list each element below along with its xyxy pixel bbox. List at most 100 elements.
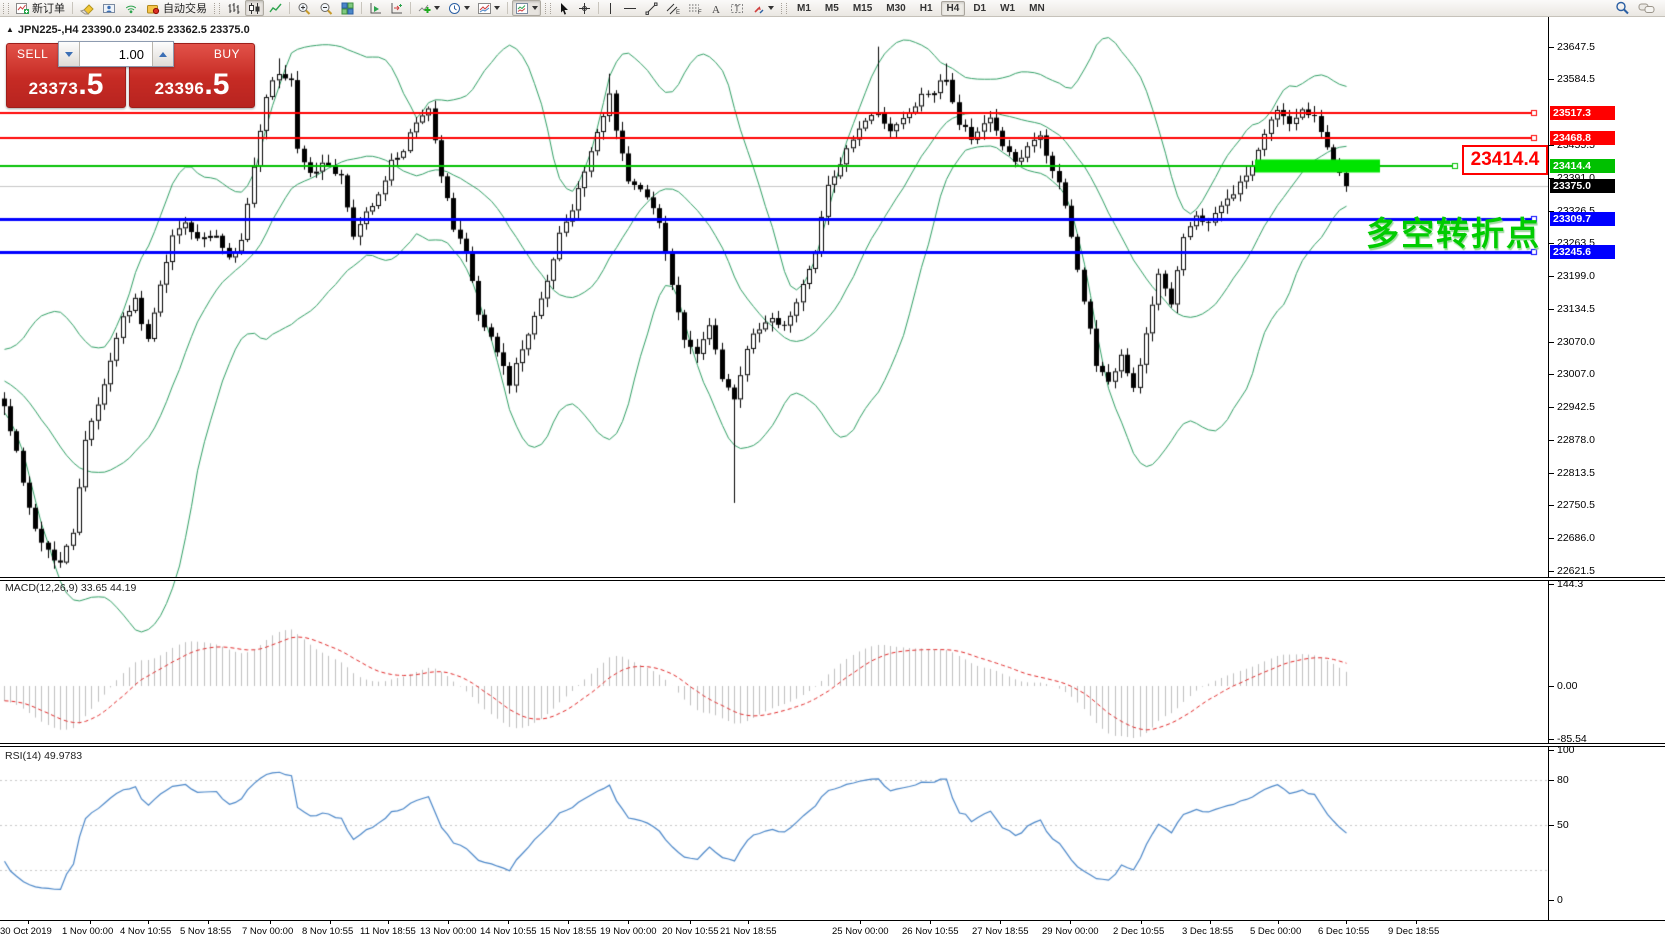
pane-separator-macd[interactable] [0, 577, 1665, 581]
pane-separator-rsi[interactable] [0, 743, 1665, 747]
bar-chart-button[interactable] [224, 0, 243, 16]
time-axis-label: 13 Nov 00:00 [420, 926, 477, 937]
price-axis-label: 22813.5 [1549, 467, 1665, 479]
toolbar-separator [289, 2, 290, 14]
fibonacci-button[interactable]: F [685, 0, 705, 16]
vertical-line-button[interactable] [603, 0, 618, 16]
toolbar-grip[interactable] [781, 2, 787, 14]
symbol-ohlc-text: JPN225-,H4 23390.0 23402.5 23362.5 23375… [17, 24, 250, 36]
time-axis-label: 15 Nov 18:55 [540, 926, 597, 937]
toolbar-grip[interactable] [3, 2, 9, 14]
bar-chart-icon [227, 2, 240, 15]
periods-button[interactable] [445, 0, 473, 16]
toolbar-grip[interactable] [545, 2, 551, 14]
price-axis-label: 23070.0 [1549, 336, 1665, 348]
auto-scroll-button[interactable] [366, 0, 385, 16]
timeframe-w1[interactable]: W1 [1000, 2, 1016, 14]
tile-windows-button[interactable] [338, 0, 357, 16]
time-tick [330, 921, 331, 924]
timeframe-m1[interactable]: M1 [797, 2, 811, 14]
text-label-button[interactable]: T [727, 0, 747, 16]
turning-point-annotation[interactable]: 多空转折点 [1366, 215, 1541, 252]
vertical-line-icon [606, 2, 615, 15]
volume-decrease-button[interactable] [59, 42, 80, 66]
svg-text:A: A [712, 4, 720, 15]
volume-increase-button[interactable] [152, 42, 173, 66]
candlestick-chart-icon [248, 2, 261, 15]
time-tick [860, 921, 861, 924]
toolbar-separator [72, 2, 73, 14]
volume-box [58, 41, 174, 67]
crosshair-icon [578, 2, 591, 15]
toolbar-separator [361, 2, 362, 14]
timeframe-m30[interactable]: M30 [886, 2, 906, 14]
triangle-down-icon [65, 51, 73, 57]
price-axis-label: 22621.5 [1549, 565, 1665, 577]
arrows-button[interactable] [749, 0, 777, 16]
rsi-axis-label: 50 [1549, 819, 1665, 831]
rsi-axis-label: 100 [1549, 744, 1665, 756]
search-button[interactable] [1612, 0, 1633, 16]
time-axis-label: 19 Nov 00:00 [600, 926, 657, 937]
svg-text:T: T [735, 4, 740, 13]
template-icon [478, 2, 491, 15]
buy-label: BUY [213, 47, 240, 61]
time-axis-label: 29 Nov 00:00 [1042, 926, 1099, 937]
volume-input[interactable] [80, 42, 152, 66]
crosshair-button[interactable] [575, 0, 594, 16]
collapse-arrow-icon[interactable]: ▲ [6, 25, 14, 34]
price-axis-label: 22750.5 [1549, 499, 1665, 511]
tile-windows-icon [341, 2, 354, 15]
line-chart-button[interactable] [266, 0, 285, 16]
time-axis[interactable]: 30 Oct 2019 1 Nov 00:00 4 Nov 10:55 5 Nov 1… [0, 920, 1665, 942]
timeframe-h4[interactable]: H4 [940, 0, 966, 16]
sell-price: 23373.5 [7, 68, 125, 102]
autotrade-button[interactable]: 自动交易 [143, 0, 210, 16]
equidistant-channel-button[interactable]: E [663, 0, 683, 16]
time-tick [388, 921, 389, 924]
profile-button[interactable] [99, 0, 119, 16]
time-tick [1278, 921, 1279, 924]
timeframe-m15[interactable]: M15 [852, 2, 873, 14]
price-axis[interactable]: 23647.523584.523455.523391.023326.523263… [1548, 17, 1665, 920]
time-tick [148, 921, 149, 924]
timeframe-d1[interactable]: D1 [973, 2, 987, 14]
dropdown-caret [434, 6, 440, 10]
timeframe-m5[interactable]: M5 [824, 2, 839, 14]
rsi-indicator-label: RSI(14) 49.9783 [5, 750, 83, 762]
time-axis-label: 20 Nov 10:55 [662, 926, 719, 937]
zoom-out-button[interactable] [316, 0, 336, 16]
line-chart-icon [269, 2, 282, 15]
buy-button[interactable]: BUY 23396.5 [129, 43, 255, 108]
templates-button[interactable] [475, 0, 503, 16]
cursor-button[interactable] [555, 0, 573, 16]
zoom-in-button[interactable] [294, 0, 314, 16]
main-chart-canvas[interactable] [0, 0, 1548, 942]
profile-icon [102, 2, 116, 15]
signal-button[interactable] [121, 0, 141, 16]
text-button[interactable]: A [707, 0, 725, 16]
new-order-button[interactable]: 新订单 [13, 0, 68, 16]
price-axis-label: 23134.5 [1549, 303, 1665, 315]
time-axis-label: 7 Nov 00:00 [242, 926, 294, 937]
horizontal-line-button[interactable] [620, 0, 640, 16]
candlestick-chart-button[interactable] [245, 0, 264, 16]
time-axis-label: 9 Dec 18:55 [1388, 926, 1440, 937]
chat-button[interactable] [1635, 0, 1658, 16]
rsi-axis-label: 80 [1549, 774, 1665, 786]
dropdown-caret [768, 6, 774, 10]
eraser-button[interactable] [77, 0, 97, 16]
indicators-icon [418, 2, 431, 15]
triangle-up-icon [159, 51, 167, 57]
indicators-button[interactable] [415, 0, 443, 16]
signal-icon [124, 2, 138, 15]
chart-shift-button[interactable] [387, 0, 406, 16]
trendline-button[interactable] [642, 0, 661, 16]
toolbar-grip[interactable] [214, 2, 220, 14]
price-level-callout[interactable]: 23414.4 [1462, 145, 1548, 175]
profiles-button[interactable] [512, 0, 541, 16]
price-axis-label: 23199.0 [1549, 270, 1665, 282]
timeframe-mn[interactable]: MN [1029, 2, 1045, 14]
timeframe-h1[interactable]: H1 [919, 2, 933, 14]
dropdown-caret [532, 6, 538, 10]
